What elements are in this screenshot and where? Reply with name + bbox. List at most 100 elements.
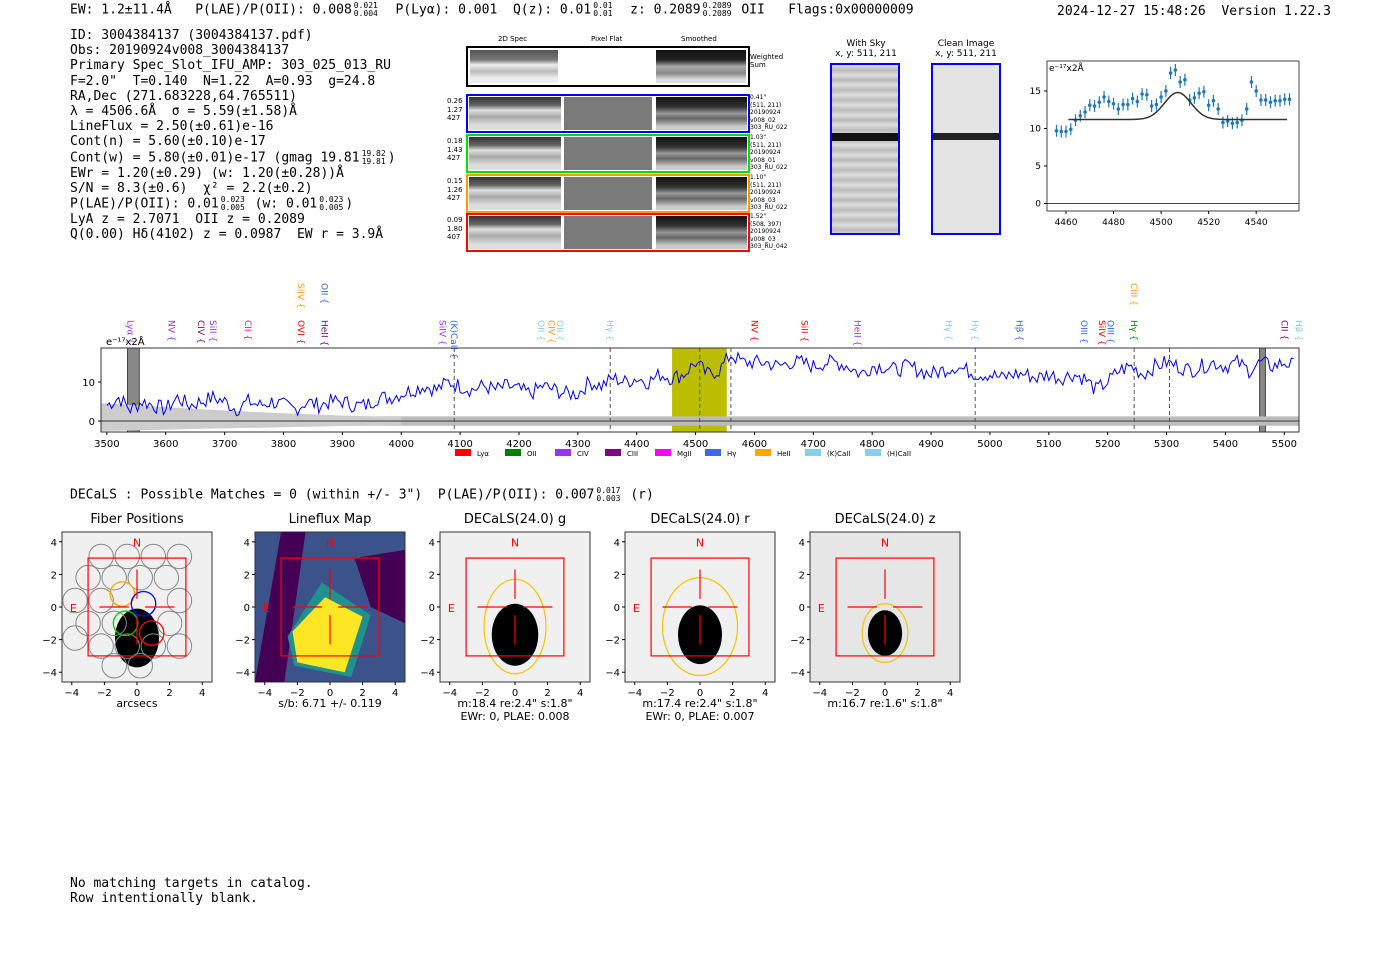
x-tick-label: −4 xyxy=(627,688,642,699)
x-tick-label: 2 xyxy=(914,688,920,699)
z-summary: z: 0.2089 xyxy=(630,2,701,18)
timestamp: 2024-12-27 15:48:26 xyxy=(1057,4,1206,19)
cutout-2dspec xyxy=(469,177,561,210)
north-label: N xyxy=(696,537,704,550)
line-label: SiII { xyxy=(207,320,217,342)
x-tick-label: 4 xyxy=(199,688,205,699)
legend-label: (H)CaII xyxy=(887,450,911,458)
z-range: 0.2089 0.2089 xyxy=(702,1,732,18)
line-label: CIV { xyxy=(195,320,205,344)
panel-caption: s/b: 6.71 +/- 0.119 xyxy=(278,697,382,710)
x-tick-label: 5000 xyxy=(977,439,1002,450)
y-tick-label: 4 xyxy=(799,538,805,549)
x-tick-label: 0 xyxy=(327,688,333,699)
inset-point xyxy=(1268,100,1273,105)
inset-point xyxy=(1116,107,1121,111)
cutout-row-stats: 0.15 1.26 427 xyxy=(447,177,463,202)
with-sky-image xyxy=(830,63,900,235)
legend-label: CIV xyxy=(577,450,589,458)
fiber-highlight xyxy=(112,610,139,637)
x-tick-label: 2 xyxy=(729,688,735,699)
legend-swatch xyxy=(705,449,721,456)
x-tick-label: 4600 xyxy=(742,439,767,450)
cutout-2dspec xyxy=(469,216,561,249)
inset-point xyxy=(1154,102,1159,107)
x-tick-label: 4 xyxy=(947,688,953,699)
panel-title: DECaLS(24.0) r xyxy=(650,512,750,527)
x-tick-label: 4000 xyxy=(389,439,414,450)
panel-title: DECaLS(24.0) z xyxy=(834,512,936,527)
cutout-pixelflat xyxy=(564,137,652,170)
fiber-circle xyxy=(62,587,88,614)
y-tick-label: 0 xyxy=(429,603,435,614)
x-tick-label: 5100 xyxy=(1036,439,1061,450)
fiber-circle xyxy=(101,564,127,591)
cutout-row-stats: 0.26 1.27 427 xyxy=(447,97,463,122)
line-label: OIII { xyxy=(1078,320,1088,344)
footer-line-1: No matching targets in catalog. xyxy=(70,876,313,891)
x-tick-label: −2 xyxy=(475,688,490,699)
inset-point xyxy=(1149,104,1154,108)
legend-swatch xyxy=(865,449,881,456)
info-ewr: EWr = 1.20(±0.29) (w: 1.20(±0.28))Å xyxy=(70,165,344,181)
inset-y-tick-label: 0 xyxy=(1035,200,1041,210)
cutout-smoothed xyxy=(656,177,747,210)
north-label: N xyxy=(881,537,889,550)
x-tick-label: 5300 xyxy=(1154,439,1179,450)
y-tick-label: 4 xyxy=(51,538,57,549)
inset-point xyxy=(1102,95,1106,99)
x-tick-label: −2 xyxy=(845,688,860,699)
inset-axes xyxy=(1046,60,1300,212)
info-sn: S/N = 8.3(±0.6) χ² = 2.2(±0.2) xyxy=(70,180,313,196)
y-tick-label: 4 xyxy=(614,538,620,549)
y-tick-label: −2 xyxy=(420,636,435,647)
col-header-pixelflat: Pixel Flat xyxy=(591,35,623,43)
east-label: E xyxy=(263,602,270,615)
info-obs: Obs: 20190924v008_3004384137 xyxy=(70,43,290,59)
legend-swatch xyxy=(655,449,671,456)
info-q: Q(0.00) Hδ(4102) z = 0.0987 EW r = 3.9Å xyxy=(70,227,384,243)
inset-y-tick-label: 15 xyxy=(1030,87,1041,97)
line-label: Hβ { xyxy=(1013,320,1023,341)
line-label: Hγ { xyxy=(604,320,614,341)
fiber-highlight xyxy=(130,590,157,617)
flux-low-region xyxy=(255,532,306,682)
weighted-2dspec xyxy=(470,50,558,83)
footer-line-2: Row intentionally blank. xyxy=(70,891,258,906)
legend-swatch xyxy=(755,449,771,456)
north-label: N xyxy=(326,537,334,550)
legend-label: OII xyxy=(527,450,537,458)
fiber-circle xyxy=(88,543,114,570)
y-tick-label: 0 xyxy=(89,417,95,428)
x-tick-label: 4200 xyxy=(506,439,531,450)
inset-point xyxy=(1083,110,1087,114)
inset-point xyxy=(1059,129,1064,134)
x-tick-label: 2 xyxy=(359,688,365,699)
panel-title: Lineflux Map xyxy=(288,512,372,527)
legend-swatch xyxy=(805,449,821,456)
info-id: ID: 3004384137 (3004384137.pdf) xyxy=(70,28,313,43)
plya-summary: P(Lyα): 0.001 xyxy=(395,2,498,18)
fiber-circle xyxy=(156,610,183,637)
inset-point xyxy=(1068,127,1073,132)
y-tick-label: 0 xyxy=(799,603,805,614)
inset-point xyxy=(1168,71,1173,75)
qz-range: 0.01 0.01 xyxy=(593,1,613,18)
inset-unit-label: e⁻¹⁷x2Å xyxy=(1049,62,1085,74)
inset-point xyxy=(1235,120,1239,125)
line-label: HeII { xyxy=(319,320,329,346)
inset-y-tick-label: 5 xyxy=(1035,162,1041,172)
x-tick-label: 4400 xyxy=(624,439,649,450)
panel-title: DECaLS(24.0) g xyxy=(463,512,567,527)
cutout-row-info: 0.41" (511, 211) 20190924 v008_02 303_RU… xyxy=(750,94,788,131)
line-label: CII { xyxy=(1278,320,1288,340)
panel-caption: m:17.4 re:2.4" s:1.8" EWr: 0, PLAE: 0.007 xyxy=(642,697,758,723)
inset-point xyxy=(1178,80,1182,84)
inset-point xyxy=(1211,98,1216,103)
inset-fit-curve xyxy=(1068,91,1288,121)
x-tick-label: 0 xyxy=(882,688,888,699)
y-tick-label: −4 xyxy=(235,668,250,679)
y-tick-label: −2 xyxy=(790,636,805,647)
cutout-row-info: 1.03" (511, 211) 20190924 v008_01 303_RU… xyxy=(750,134,788,171)
